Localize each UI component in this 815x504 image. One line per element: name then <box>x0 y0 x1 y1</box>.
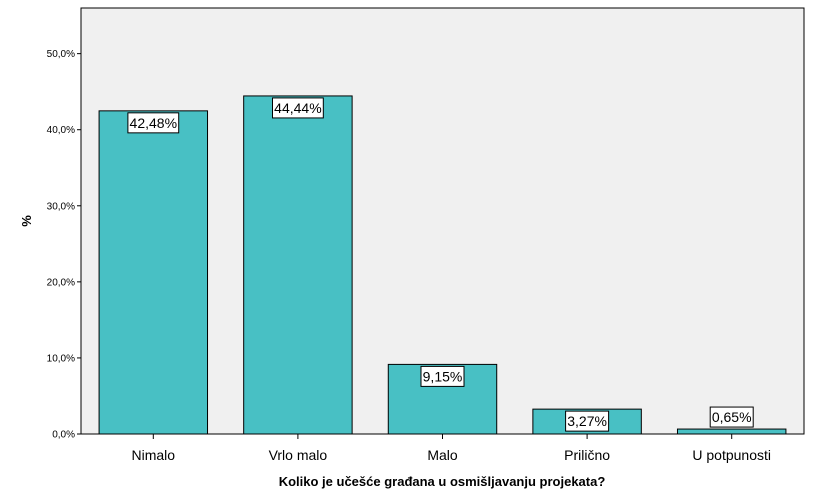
bar <box>243 95 353 435</box>
category-label: Vrlo malo <box>269 447 328 463</box>
data-label: 3,27% <box>567 413 607 429</box>
data-label-box <box>709 406 754 428</box>
bar <box>676 428 787 435</box>
y-tick-label: 50,0% <box>47 49 75 60</box>
y-tick-label: 10,0% <box>47 353 75 364</box>
data-label: 9,15% <box>423 368 463 384</box>
data-label-box <box>272 97 324 119</box>
data-label-box <box>420 365 465 387</box>
data-label-box <box>127 112 180 134</box>
y-tick-label: 40,0% <box>47 125 75 136</box>
data-label: 42,48% <box>130 115 177 131</box>
y-tick-label: 20,0% <box>47 277 75 288</box>
bar <box>98 110 209 435</box>
category-label: U potpunosti <box>692 447 771 463</box>
category-label: Malo <box>427 447 458 463</box>
y-tick-label: 0,0% <box>52 430 75 441</box>
data-label-box <box>565 410 610 432</box>
x-axis-title: Koliko je učešće građana u osmišljavanju… <box>279 474 606 489</box>
data-label: 44,44% <box>274 100 321 116</box>
category-label: Nimalo <box>132 447 176 463</box>
data-label: 0,65% <box>712 409 752 425</box>
category-label: Prilično <box>564 447 610 463</box>
y-axis-title: % <box>19 215 34 227</box>
y-tick-label: 30,0% <box>47 201 75 212</box>
